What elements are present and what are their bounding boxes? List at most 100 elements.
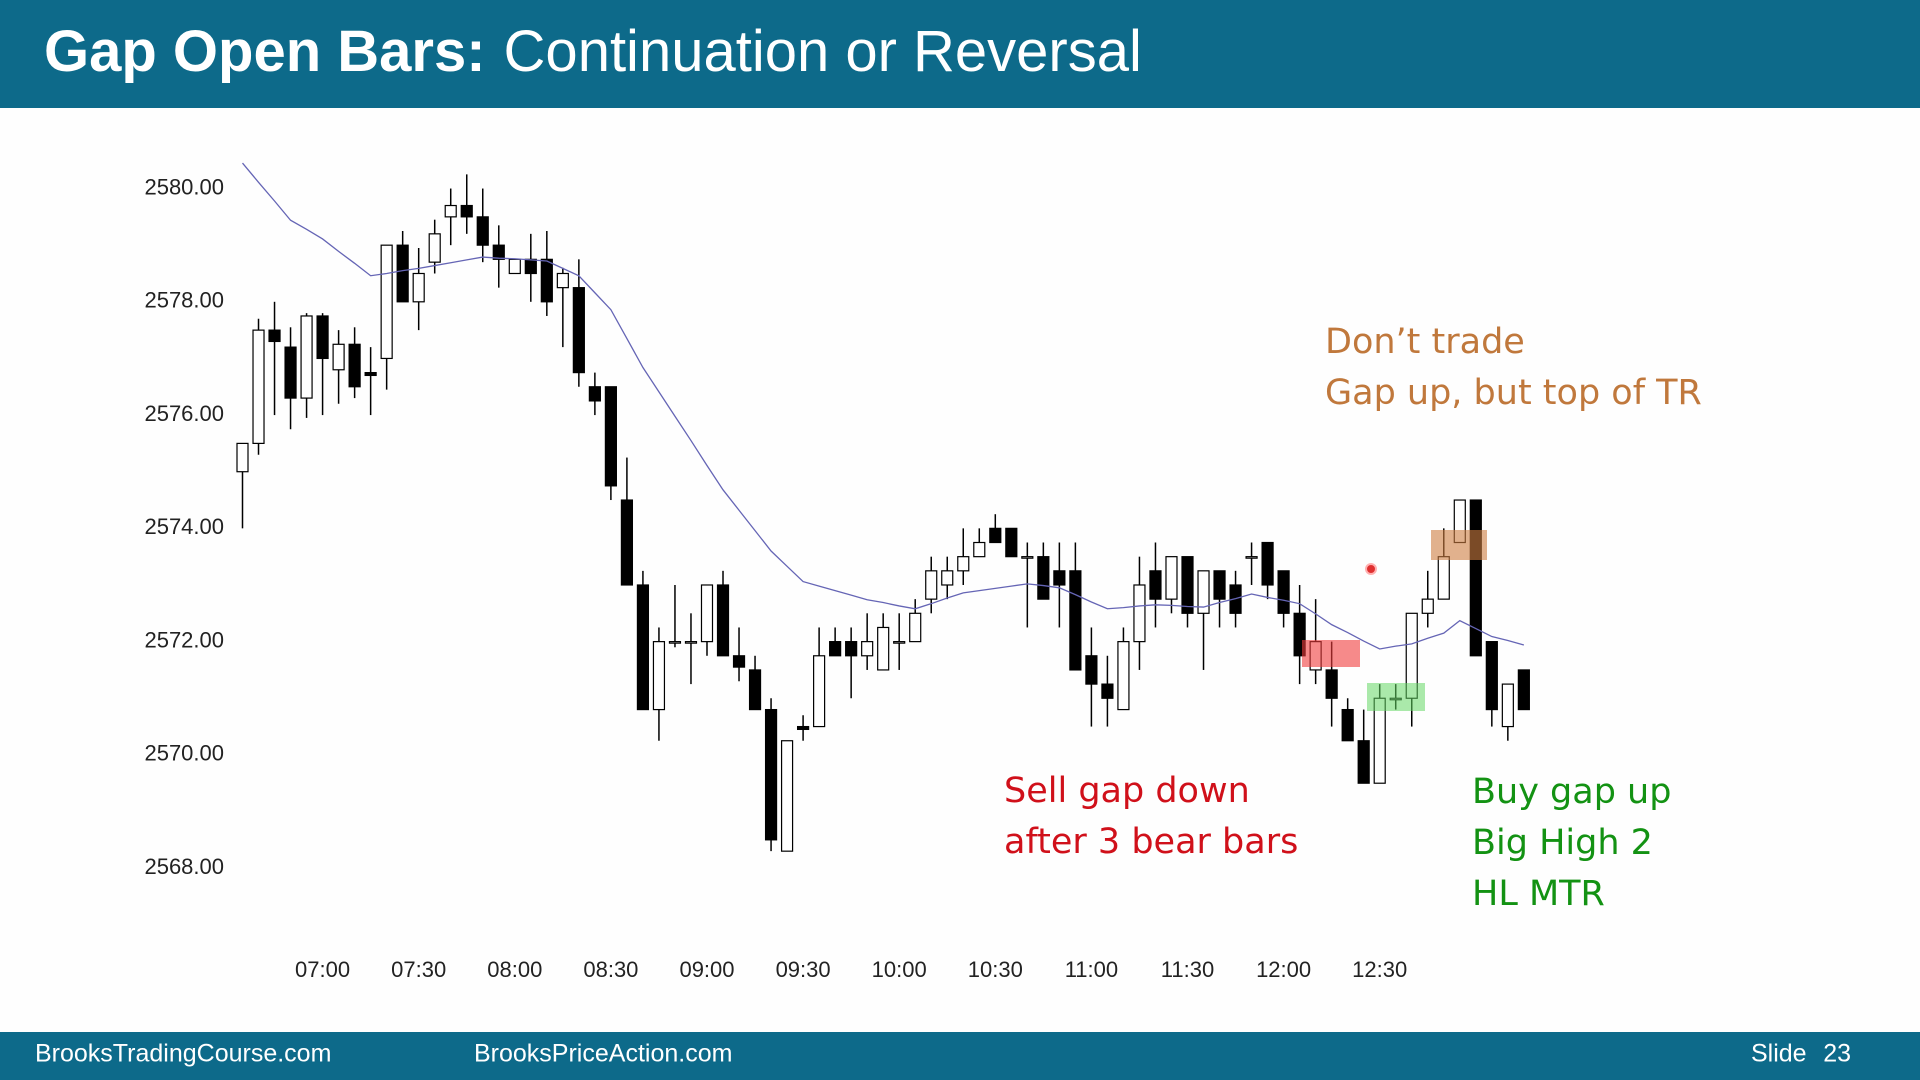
candle-body [620, 499, 634, 586]
candle-body [1421, 598, 1434, 614]
candle-body [1485, 641, 1498, 711]
candle-body [813, 655, 826, 728]
title-rest: Continuation or Reversal [504, 19, 1142, 84]
candle-body [893, 641, 906, 644]
candle-body [877, 626, 890, 671]
candle-body [764, 708, 778, 841]
annotation: HL MTR [1472, 874, 1605, 914]
candle-body [748, 669, 762, 711]
candle-body [1101, 683, 1114, 699]
candle-body [588, 386, 601, 402]
x-tick-label: 12:30 [1352, 957, 1407, 982]
footer-mid: BrooksPriceAction.com [474, 1040, 732, 1068]
candle-body [925, 570, 938, 600]
candle-body [524, 258, 537, 275]
plot: 2568.00 2570.00 2572.00 2574.00 2576.00 2578.… [144, 162, 1530, 982]
y-tick-label: 2580.00 [144, 174, 224, 199]
x-tick-label: 07:30 [391, 957, 446, 982]
footer-bar [0, 1032, 1920, 1080]
highlight-green [1367, 683, 1425, 711]
candle-body [700, 584, 714, 643]
candle-body [957, 556, 970, 572]
candle-body [829, 641, 842, 657]
candle-body [444, 204, 457, 218]
candle-body [716, 584, 730, 657]
x-tick-label: 08:00 [487, 957, 542, 982]
candle-body [1181, 556, 1194, 614]
candle-body [396, 244, 409, 303]
slide-number: 23 [1823, 1040, 1851, 1068]
y-tick-label: 2578.00 [144, 288, 224, 313]
candle-body [652, 641, 666, 711]
candle-body [1213, 570, 1226, 600]
candle-body [1021, 556, 1034, 559]
candle-body [284, 346, 297, 399]
candle-body [1005, 527, 1018, 558]
highlight-orange [1431, 530, 1487, 560]
annotation: Gap up, but top of TR [1325, 373, 1702, 413]
candle-body [1165, 556, 1178, 600]
candle-body [460, 204, 473, 218]
pointer-dot [1365, 563, 1377, 575]
candle-body [572, 287, 585, 374]
candle-body [668, 641, 682, 644]
highlight-red [1302, 640, 1360, 667]
slide-title: Gap Open Bars: Continuation or Reversal [44, 19, 1142, 84]
candle-body [380, 244, 393, 360]
footer-left: BrooksTradingCourse.com [35, 1040, 331, 1068]
candle-body [1357, 740, 1370, 784]
candle-body [861, 641, 874, 657]
candle-body [1293, 612, 1306, 657]
candle-body [348, 343, 361, 388]
x-tick-label: 10:30 [968, 957, 1023, 982]
y-tick-label: 2576.00 [144, 401, 224, 426]
header-bar [0, 0, 1920, 108]
candle-body [1245, 556, 1258, 559]
candle-body [989, 527, 1002, 544]
candle-body [1501, 683, 1514, 728]
candle-body [1197, 570, 1210, 614]
x-tick-label: 09:30 [776, 957, 831, 982]
candle-body [1437, 556, 1450, 600]
candle-body [412, 272, 425, 303]
candle-body [1149, 570, 1162, 600]
candle-body [604, 386, 617, 487]
y-tick-label: 2568.00 [144, 854, 224, 879]
candle-body [1277, 570, 1290, 614]
x-tick-label: 09:00 [679, 957, 734, 982]
candle-body [909, 612, 922, 643]
annotation: Big High 2 [1472, 823, 1653, 863]
candle-body [300, 315, 313, 399]
x-tick-label: 11:00 [1065, 957, 1118, 982]
candle-body [236, 442, 249, 473]
y-tick-label: 2570.00 [144, 741, 224, 766]
candle-body [476, 216, 489, 246]
x-tick-label: 08:30 [583, 957, 638, 982]
candle-body [1373, 697, 1386, 784]
x-tick-label: 07:00 [295, 957, 350, 982]
candle-body [973, 541, 986, 558]
candle-body [252, 329, 265, 444]
annotation: Buy gap up [1472, 772, 1671, 812]
annotation: after 3 bear bars [1004, 822, 1298, 862]
y-tick-label: 2574.00 [144, 514, 224, 539]
title-lead: Gap Open Bars: [44, 19, 486, 84]
candle-body [268, 329, 281, 343]
candle-body [1341, 708, 1354, 742]
candle-body [1053, 570, 1066, 586]
x-tick-label: 11:30 [1161, 957, 1214, 982]
candle-body [428, 233, 441, 263]
candle-body [540, 258, 553, 303]
candle-body [316, 315, 329, 360]
y-tick-label: 2572.00 [144, 627, 224, 652]
x-tick-label: 10:00 [872, 957, 927, 982]
candle-body [556, 272, 569, 289]
candle-body [1517, 669, 1530, 711]
x-tick-label: 12:00 [1256, 957, 1311, 982]
candle-body [1325, 669, 1338, 699]
candle-body [732, 655, 746, 668]
candle-body [508, 258, 521, 275]
candle-body [364, 372, 377, 377]
candle-body [1469, 499, 1482, 657]
